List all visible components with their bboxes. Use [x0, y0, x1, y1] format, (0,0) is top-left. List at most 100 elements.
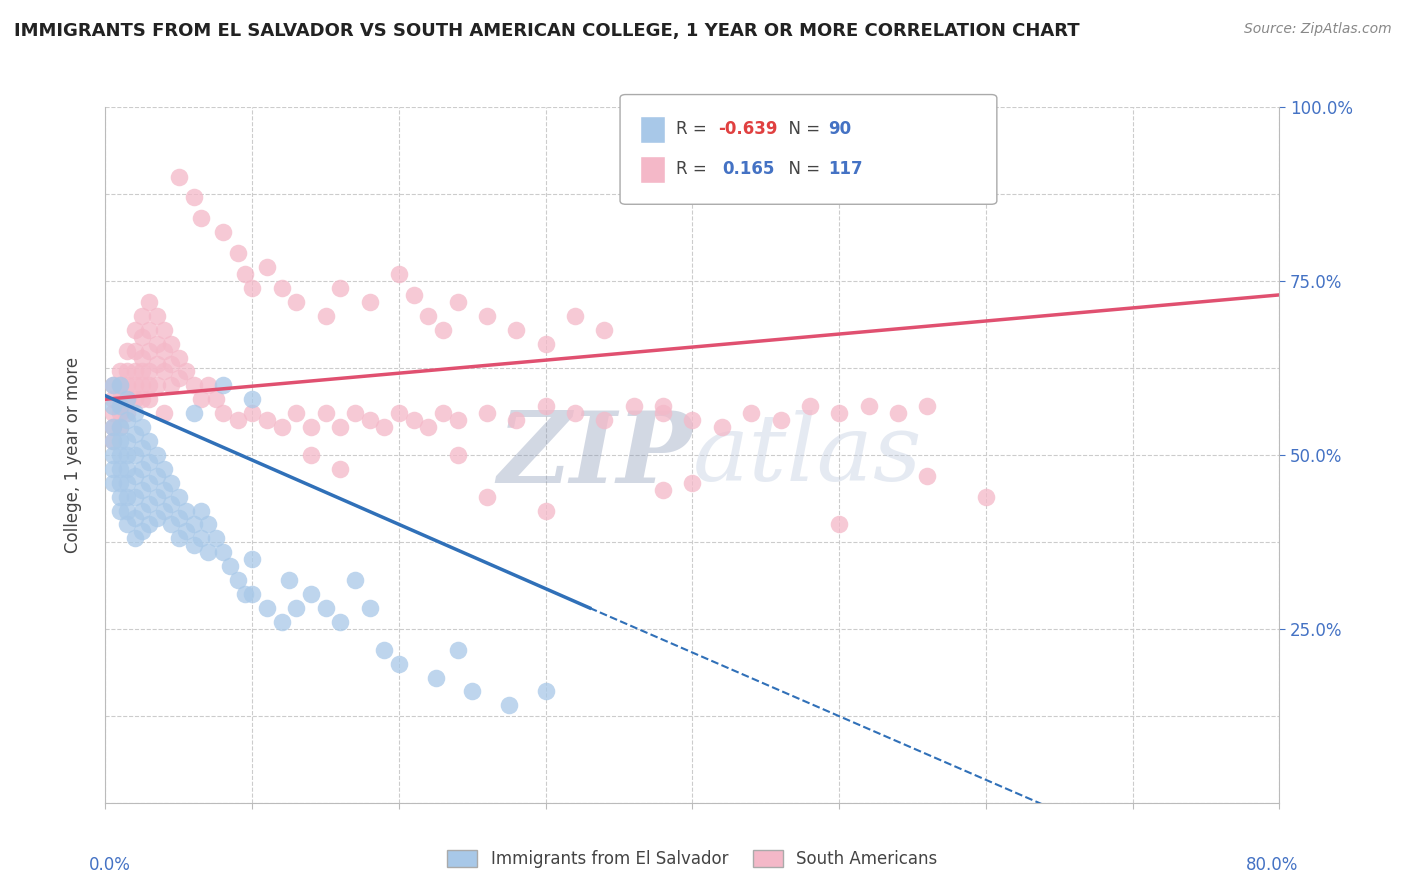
Point — [124, 448, 146, 462]
Point — [131, 441, 153, 455]
Point — [138, 497, 160, 511]
Point — [315, 309, 337, 323]
Point — [108, 475, 131, 490]
Point — [447, 448, 470, 462]
Point — [343, 406, 366, 420]
Point — [124, 343, 146, 358]
Point — [388, 406, 411, 420]
Point — [329, 420, 352, 434]
Point — [117, 517, 139, 532]
Point — [534, 503, 557, 517]
Point — [138, 475, 160, 490]
Text: N =: N = — [778, 120, 825, 138]
Text: -0.639: -0.639 — [718, 120, 778, 138]
Point — [174, 503, 197, 517]
Point — [117, 448, 139, 462]
Point — [233, 587, 256, 601]
Point — [138, 392, 160, 407]
Point — [769, 413, 792, 427]
Text: 90: 90 — [828, 120, 851, 138]
Point — [593, 323, 616, 337]
Point — [197, 378, 219, 392]
Point — [160, 336, 183, 351]
Point — [124, 427, 146, 442]
Text: IMMIGRANTS FROM EL SALVADOR VS SOUTH AMERICAN COLLEGE, 1 YEAR OR MORE CORRELATIO: IMMIGRANTS FROM EL SALVADOR VS SOUTH AME… — [14, 22, 1080, 40]
Point — [124, 510, 146, 524]
Point — [183, 378, 205, 392]
Text: 80.0%: 80.0% — [1246, 855, 1299, 873]
Point — [402, 413, 425, 427]
Point — [167, 351, 190, 365]
Point — [373, 642, 395, 657]
Point — [108, 434, 131, 448]
Text: 0.0%: 0.0% — [89, 855, 131, 873]
Point — [974, 490, 997, 504]
Point — [329, 462, 352, 476]
Point — [160, 475, 183, 490]
Point — [117, 392, 139, 407]
Point — [564, 309, 586, 323]
Point — [101, 448, 124, 462]
Point — [131, 364, 153, 378]
Point — [117, 434, 139, 448]
Point — [124, 406, 146, 420]
Point — [101, 406, 124, 420]
Point — [160, 517, 183, 532]
Point — [299, 448, 322, 462]
Point — [240, 392, 263, 407]
Point — [799, 399, 821, 413]
Point — [108, 378, 131, 392]
Point — [117, 343, 139, 358]
Point — [593, 413, 616, 427]
Point — [534, 684, 557, 698]
Point — [183, 517, 205, 532]
Point — [146, 448, 169, 462]
Point — [101, 462, 124, 476]
Point — [329, 615, 352, 629]
Point — [277, 573, 299, 587]
Point — [108, 462, 131, 476]
Point — [174, 524, 197, 539]
Point — [388, 267, 411, 281]
Point — [828, 406, 851, 420]
Point — [101, 378, 124, 392]
Point — [131, 483, 153, 497]
Point — [315, 601, 337, 615]
Point — [124, 364, 146, 378]
Y-axis label: College, 1 year or more: College, 1 year or more — [63, 357, 82, 553]
Point — [167, 371, 190, 385]
Point — [475, 406, 498, 420]
Point — [256, 260, 278, 274]
Point — [108, 364, 131, 378]
Point — [117, 503, 139, 517]
Point — [402, 288, 425, 302]
Point — [174, 364, 197, 378]
Text: 117: 117 — [828, 161, 863, 178]
Point — [138, 455, 160, 469]
Point — [131, 309, 153, 323]
Point — [534, 399, 557, 413]
Point — [329, 281, 352, 295]
Point — [124, 392, 146, 407]
Point — [108, 420, 131, 434]
Point — [233, 267, 256, 281]
Point — [117, 392, 139, 407]
Point — [124, 378, 146, 392]
Point — [153, 323, 176, 337]
Point — [190, 211, 212, 226]
Point — [447, 642, 470, 657]
Point — [117, 364, 139, 378]
Point — [167, 490, 190, 504]
Point — [211, 406, 233, 420]
Point — [740, 406, 762, 420]
Point — [534, 336, 557, 351]
Point — [240, 587, 263, 601]
Point — [211, 545, 233, 559]
Point — [197, 517, 219, 532]
Point — [117, 490, 139, 504]
Point — [197, 545, 219, 559]
Point — [108, 392, 131, 407]
Point — [124, 468, 146, 483]
Point — [505, 323, 527, 337]
Point — [131, 351, 153, 365]
